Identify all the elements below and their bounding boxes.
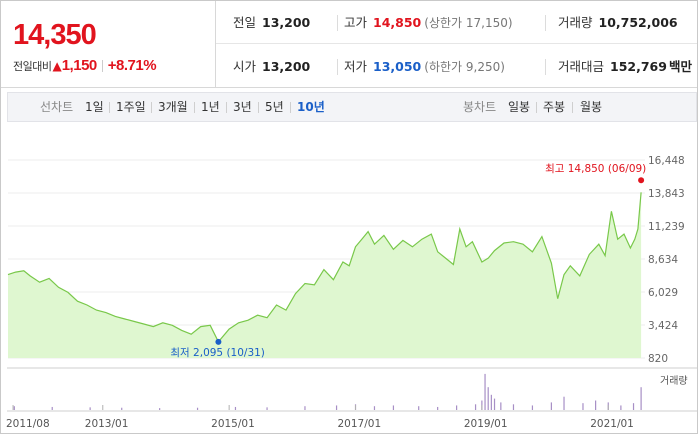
volume-bar — [493, 398, 496, 410]
volume-bar — [13, 406, 15, 410]
volume-bar — [456, 405, 458, 410]
min-label: 최저 2,095 (10/31) — [170, 347, 265, 359]
up-arrow-icon: ▲ — [52, 59, 62, 73]
candle-daily[interactable]: 일봉 — [508, 100, 531, 114]
candle-weekly[interactable]: 주봉 — [543, 100, 566, 114]
min-marker — [215, 338, 222, 345]
period-10y[interactable]: 10년 — [297, 100, 325, 114]
y-tick-label: 6,029 — [648, 287, 678, 299]
line-chart-label: 선차트 — [40, 100, 74, 114]
high-price: 고가 14,850 (상한가 17,150) — [344, 15, 513, 30]
prev-close: 전일 13,200 — [233, 15, 311, 30]
change-label: 전일대비 — [13, 60, 52, 73]
volume-bar — [640, 387, 642, 410]
y-tick-label: 820 — [648, 353, 668, 365]
period-3y[interactable]: 3년 — [233, 100, 252, 114]
x-tick-label: 2011/08 — [6, 418, 50, 430]
volume-label: 거래량 — [660, 375, 688, 387]
x-tick-label: 2013/01 — [85, 418, 129, 430]
low-price: 저가 13,050 (하한가 9,250) — [344, 59, 505, 74]
volume-bar — [121, 407, 123, 410]
candle-chart-label: 봉차트 — [463, 100, 497, 114]
y-tick-label: 11,239 — [648, 221, 685, 233]
x-tick-label: 2021/01 — [590, 418, 634, 430]
price-area — [8, 192, 642, 358]
volume-bar — [563, 396, 565, 410]
volume-bar — [582, 403, 584, 410]
quote-row-2: 시가 13,200 저가 13,050 (하한가 9,250) 거래대금 152,769… — [216, 45, 697, 88]
y-tick-label: 16,448 — [648, 155, 685, 167]
y-tick-label: 3,424 — [648, 320, 678, 332]
volume-bar — [437, 406, 439, 410]
price-line — [7, 192, 642, 343]
max-marker — [638, 177, 645, 184]
volume-bar — [373, 406, 376, 410]
volume-bars — [13, 373, 642, 410]
x-axis-ticks: 2011/08 2013/01 2015/01 2017/01 2019/01 2021/… — [6, 405, 634, 430]
quote-row-1: 전일 13,200 고가 14,850 (상한가 17,150) 거래량 10,752,… — [216, 1, 697, 44]
volume-bar — [474, 404, 477, 410]
volume-bar — [487, 387, 489, 410]
volume-bar — [159, 408, 161, 410]
open-price: 시가 13,200 — [233, 59, 311, 74]
current-price: 14,350 — [13, 19, 97, 51]
y-tick-label: 8,634 — [648, 254, 678, 266]
x-tick-label: 2019/01 — [464, 418, 508, 430]
volume-bar — [89, 407, 91, 410]
volume-bar — [335, 405, 338, 410]
price-change: 전일대비▲1,150 +8.71% — [13, 57, 157, 74]
volume-bar — [266, 407, 268, 410]
volume: 거래량 10,752,006 — [558, 15, 678, 30]
trade-value: 거래대금 152,769 백만 — [558, 59, 692, 74]
change-percent: +8.71% — [107, 57, 157, 74]
change-value: 1,150 — [61, 57, 98, 74]
volume-bar — [500, 402, 502, 410]
volume-bar — [51, 406, 53, 410]
extreme-markers: 최저 2,095 (10/31) 최고 14,850 (06/09) — [170, 163, 646, 359]
volume-bar — [620, 405, 622, 410]
price-box: 14,350 전일대비▲1,150 +8.71% — [1, 1, 216, 88]
y-tick-label: 13,843 — [648, 188, 685, 200]
volume-bar — [234, 406, 237, 410]
period-1w[interactable]: 1주일 — [116, 100, 146, 114]
period-1d[interactable]: 1일 — [85, 100, 104, 114]
volume-bar — [490, 394, 492, 410]
max-label: 최고 14,850 (06/09) — [545, 163, 646, 175]
volume-bar — [595, 400, 597, 410]
volume-bar — [550, 402, 552, 410]
volume-bar — [304, 406, 306, 410]
volume-bar — [392, 405, 395, 410]
period-3m[interactable]: 3개월 — [158, 100, 188, 114]
volume-bar — [531, 405, 534, 410]
x-tick-label: 2017/01 — [338, 418, 382, 430]
volume-bar — [196, 407, 199, 410]
period-5y[interactable]: 5년 — [265, 100, 284, 114]
x-tick-label: 2015/01 — [211, 418, 255, 430]
period-1y[interactable]: 1년 — [201, 100, 220, 114]
volume-bar — [512, 404, 515, 410]
candle-monthly[interactable]: 월봉 — [580, 100, 603, 114]
volume-bar — [418, 406, 420, 410]
y-axis-ticks: 16,448 13,843 11,239 8,634 6,029 3,424 820 — [648, 155, 685, 365]
quote-panel: 14,350 전일대비▲1,150 +8.71% 전일 13,200 고가 14,85… — [1, 1, 697, 88]
chart-toolbar: 선차트 1일 1주일 3개월 1년 3년 5년 10년 봉차트 일봉 주봉 월봉 — [7, 92, 697, 122]
volume-bar — [632, 403, 635, 410]
volume-bar — [484, 373, 486, 410]
